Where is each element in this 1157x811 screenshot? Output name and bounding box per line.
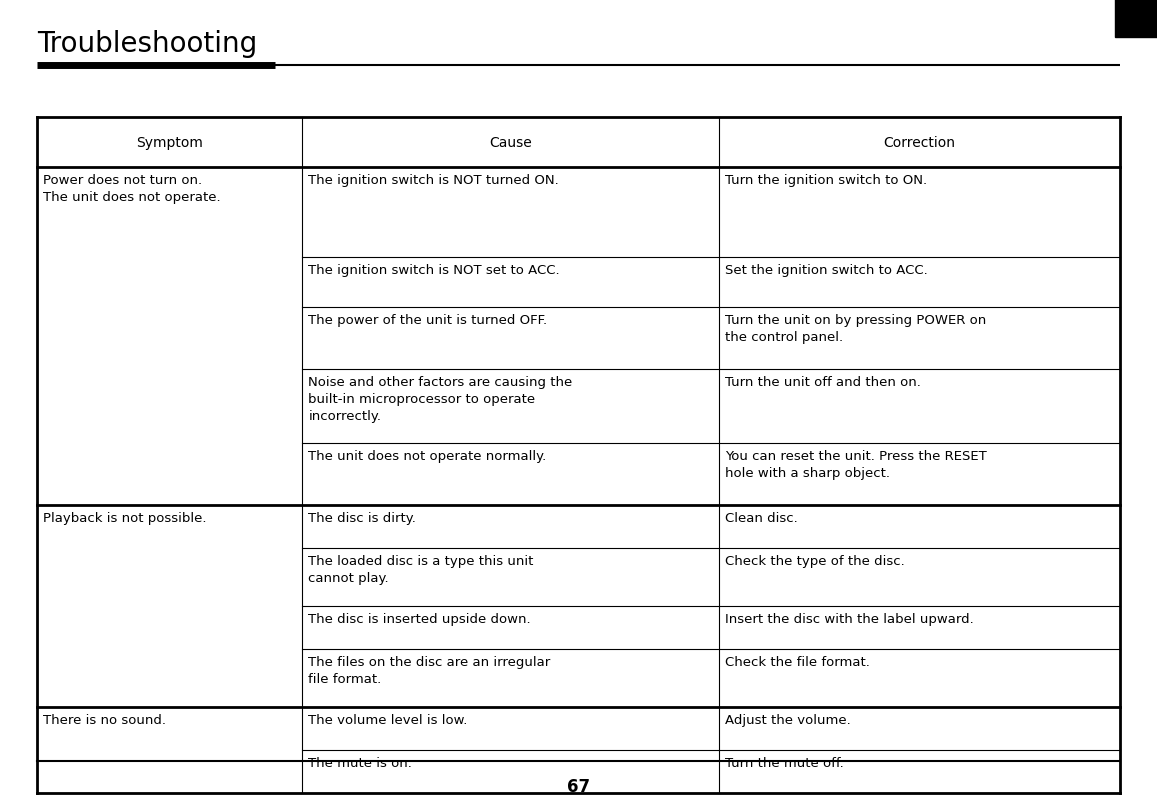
Text: Insert the disc with the label upward.: Insert the disc with the label upward.: [725, 612, 974, 625]
Text: Cause: Cause: [489, 135, 532, 150]
Text: Clean disc.: Clean disc.: [725, 512, 798, 525]
Text: There is no sound.: There is no sound.: [43, 713, 165, 726]
Text: 67: 67: [567, 777, 590, 795]
Bar: [1115, 0, 1157, 38]
Text: The loaded disc is a type this unit
cannot play.: The loaded disc is a type this unit cann…: [308, 554, 533, 584]
Text: Turn the unit off and then on.: Turn the unit off and then on.: [725, 375, 921, 388]
Text: Set the ignition switch to ACC.: Set the ignition switch to ACC.: [725, 264, 928, 277]
Text: The unit does not operate normally.: The unit does not operate normally.: [308, 449, 546, 462]
Text: The disc is inserted upside down.: The disc is inserted upside down.: [308, 612, 531, 625]
Text: Adjust the volume.: Adjust the volume.: [725, 713, 852, 726]
Text: Symptom: Symptom: [137, 135, 204, 150]
Text: The power of the unit is turned OFF.: The power of the unit is turned OFF.: [308, 314, 547, 327]
Text: Check the file format.: Check the file format.: [725, 655, 870, 668]
Text: Turn the mute off.: Turn the mute off.: [725, 756, 845, 769]
Text: Correction: Correction: [884, 135, 956, 150]
Text: Noise and other factors are causing the
built-in microprocessor to operate
incor: Noise and other factors are causing the …: [308, 375, 573, 423]
Text: The ignition switch is NOT turned ON.: The ignition switch is NOT turned ON.: [308, 174, 559, 187]
Text: Playback is not possible.: Playback is not possible.: [43, 512, 206, 525]
Text: The mute is on.: The mute is on.: [308, 756, 412, 769]
Text: Check the type of the disc.: Check the type of the disc.: [725, 554, 905, 568]
Text: The files on the disc are an irregular
file format.: The files on the disc are an irregular f…: [308, 655, 551, 685]
Text: Troubleshooting: Troubleshooting: [37, 30, 257, 58]
Text: Power does not turn on.
The unit does not operate.: Power does not turn on. The unit does no…: [43, 174, 221, 204]
Text: Turn the unit on by pressing POWER on
the control panel.: Turn the unit on by pressing POWER on th…: [725, 314, 987, 344]
Text: Turn the ignition switch to ON.: Turn the ignition switch to ON.: [725, 174, 928, 187]
Text: The disc is dirty.: The disc is dirty.: [308, 512, 417, 525]
Text: The ignition switch is NOT set to ACC.: The ignition switch is NOT set to ACC.: [308, 264, 560, 277]
Text: The volume level is low.: The volume level is low.: [308, 713, 467, 726]
Text: You can reset the unit. Press the RESET
hole with a sharp object.: You can reset the unit. Press the RESET …: [725, 449, 987, 479]
